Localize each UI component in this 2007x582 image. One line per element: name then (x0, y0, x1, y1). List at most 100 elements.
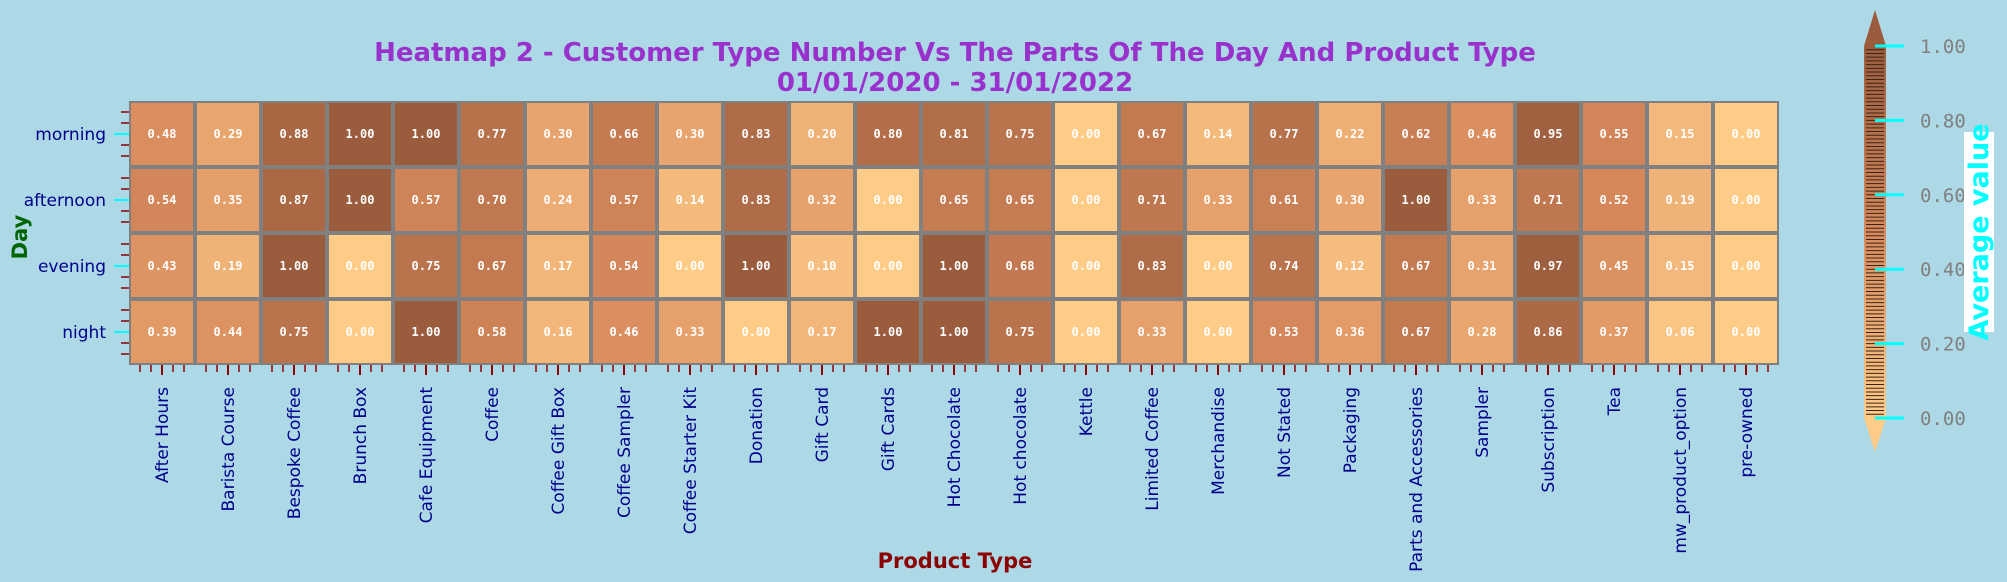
cell-value-label: 0.00 (1072, 193, 1101, 207)
heatmap-cell (989, 103, 1051, 165)
cell-value-label: 0.19 (1666, 193, 1695, 207)
cell-value-label: 0.65 (940, 193, 969, 207)
cell-value-label: 0.75 (1006, 127, 1035, 141)
cell-value-label: 0.75 (280, 325, 309, 339)
cell-value-label: 0.30 (1336, 193, 1365, 207)
cell-value-label: 0.71 (1534, 193, 1563, 207)
x-tick-label: Barista Course (219, 387, 239, 512)
heatmap-cell (989, 301, 1051, 363)
cell-value-label: 0.00 (676, 259, 705, 273)
heatmap-cell (989, 169, 1051, 231)
heatmap-cell (1385, 169, 1447, 231)
heatmap-cell (329, 103, 391, 165)
cell-value-label: 0.00 (874, 259, 903, 273)
cell-value-label: 0.70 (478, 193, 507, 207)
cell-value-label: 0.57 (610, 193, 639, 207)
cell-value-label: 0.86 (1534, 325, 1563, 339)
heatmap-cell (1649, 169, 1711, 231)
cell-value-label: 0.45 (1600, 259, 1629, 273)
cell-value-label: 0.30 (544, 127, 573, 141)
cell-value-label: 0.68 (1006, 259, 1035, 273)
heatmap-cell (593, 235, 655, 297)
x-tick-label: Packaging (1341, 387, 1361, 473)
heatmap-cell (1583, 103, 1645, 165)
cell-value-label: 0.36 (1336, 325, 1365, 339)
heatmap-cell (725, 301, 787, 363)
heatmap-cell (1121, 235, 1183, 297)
x-tick-label: Subscription (1539, 387, 1559, 493)
colorbar-tick-label: 0.60 (1920, 185, 1966, 207)
x-tick-label: Not Stated (1275, 387, 1295, 478)
heatmap-cell (1121, 103, 1183, 165)
colorbar-tick-label: 0.20 (1920, 334, 1966, 356)
heatmap-cell (461, 103, 523, 165)
heatmap-cell (395, 301, 457, 363)
cell-value-label: 0.00 (1732, 325, 1761, 339)
heatmap-cell (659, 301, 721, 363)
cell-value-label: 0.31 (1468, 259, 1497, 273)
cell-value-label: 0.00 (1204, 259, 1233, 273)
cell-value-label: 1.00 (874, 325, 903, 339)
cell-value-label: 1.00 (940, 259, 969, 273)
cell-value-label: 0.15 (1666, 259, 1695, 273)
heatmap-cell (1319, 169, 1381, 231)
x-tick-label: After Hours (153, 387, 173, 483)
x-tick-label: Bespoke Coffee (285, 387, 305, 519)
heatmap-cell (131, 301, 193, 363)
x-tick-label: Sampler (1473, 387, 1493, 458)
cell-value-label: 0.00 (742, 325, 771, 339)
heatmap-cell (197, 235, 259, 297)
cell-value-label: 0.19 (214, 259, 243, 273)
x-tick-label: Gift Card (813, 387, 833, 462)
cell-value-label: 0.54 (148, 193, 177, 207)
heatmap-cell (527, 235, 589, 297)
heatmap-cell (329, 235, 391, 297)
cell-value-label: 1.00 (280, 259, 309, 273)
cell-value-label: 0.87 (280, 193, 309, 207)
heatmap-cell (725, 103, 787, 165)
cell-value-label: 0.35 (214, 193, 243, 207)
colorbar-tick-label: 0.40 (1920, 259, 1966, 281)
x-tick-label: Hot Chocolate (945, 387, 965, 507)
heatmap-cell (1319, 103, 1381, 165)
cell-value-label: 0.44 (214, 325, 243, 339)
y-tick-label: night (62, 323, 106, 343)
heatmap-cell (131, 235, 193, 297)
cell-value-label: 0.22 (1336, 127, 1365, 141)
heatmap-cell (593, 301, 655, 363)
cell-value-label: 0.14 (676, 193, 705, 207)
cell-value-label: 0.95 (1534, 127, 1563, 141)
cell-value-label: 0.00 (874, 193, 903, 207)
heatmap-cell (461, 235, 523, 297)
heatmap-cell (1055, 169, 1117, 231)
heatmap-cell (1253, 235, 1315, 297)
heatmap-cell (659, 169, 721, 231)
heatmap-cell (329, 169, 391, 231)
cell-value-label: 0.06 (1666, 325, 1695, 339)
cell-value-label: 0.33 (1204, 193, 1233, 207)
heatmap-cell (395, 169, 457, 231)
cell-value-label: 0.66 (610, 127, 639, 141)
x-tick-label: Cafe Equipment (417, 387, 437, 524)
cell-value-label: 0.10 (808, 259, 837, 273)
x-tick-label: Coffee (483, 387, 503, 442)
heatmap-cell (461, 169, 523, 231)
x-tick-label: Parts and Accessories (1407, 387, 1427, 572)
cell-value-label: 0.46 (1468, 127, 1497, 141)
heatmap-cell (923, 301, 985, 363)
cell-value-label: 1.00 (1402, 193, 1431, 207)
cell-value-label: 0.67 (478, 259, 507, 273)
cell-value-label: 0.17 (808, 325, 837, 339)
heatmap-cell (791, 235, 853, 297)
heatmap-cell (791, 169, 853, 231)
cell-value-label: 0.62 (1402, 127, 1431, 141)
heatmap-cell (131, 169, 193, 231)
cell-value-label: 0.00 (346, 259, 375, 273)
cell-value-label: 0.88 (280, 127, 309, 141)
x-tick-label: Hot chocolate (1011, 387, 1031, 505)
heatmap-cell (1253, 103, 1315, 165)
heatmap-cell (1715, 169, 1777, 231)
cell-value-label: 0.67 (1402, 259, 1431, 273)
y-tick-label: afternoon (24, 191, 106, 211)
heatmap-cell (1649, 235, 1711, 297)
